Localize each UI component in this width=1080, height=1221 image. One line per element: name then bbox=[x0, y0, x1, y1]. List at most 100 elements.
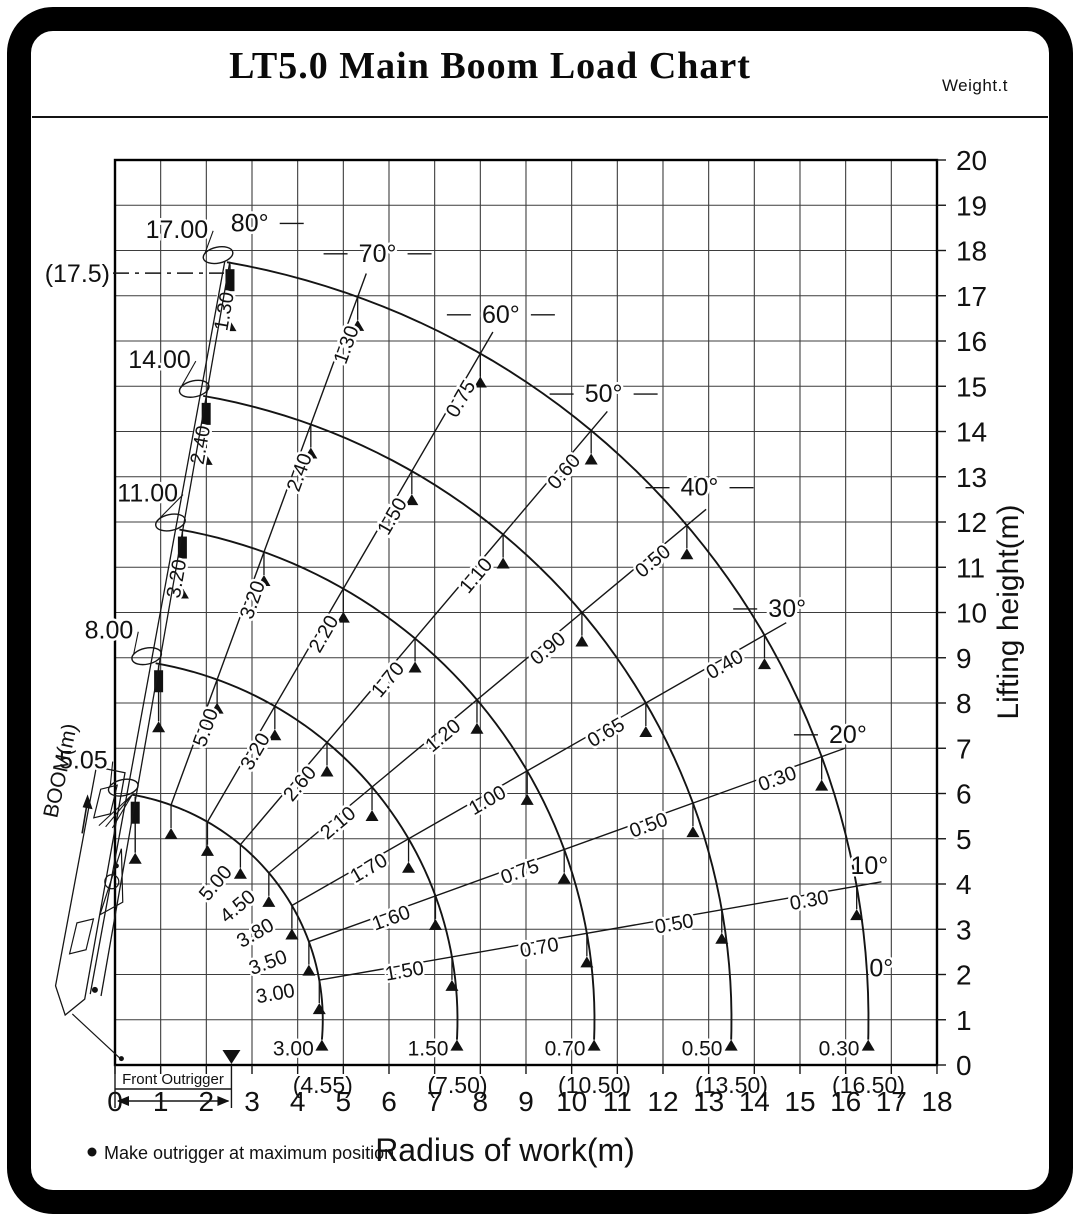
x-tick-label: 16 bbox=[830, 1086, 861, 1117]
load-point-marker bbox=[257, 575, 271, 587]
load-point-marker bbox=[351, 319, 365, 331]
load-point-marker bbox=[408, 661, 422, 673]
gusset-plate bbox=[98, 848, 124, 917]
arc-end-marker bbox=[450, 1039, 464, 1051]
boom-angle-radial bbox=[268, 508, 707, 874]
boom-head bbox=[154, 513, 186, 532]
y-tick-label: 0 bbox=[956, 1050, 972, 1081]
load-point-marker bbox=[405, 494, 419, 506]
outrigger-position-marker bbox=[222, 1050, 241, 1064]
x-tick-label: 10 bbox=[556, 1086, 587, 1117]
load-value-label: 0.30 bbox=[819, 1038, 860, 1061]
boom-angle-radial bbox=[170, 273, 367, 806]
hook-block bbox=[154, 670, 164, 693]
load-point-marker bbox=[575, 635, 589, 647]
base-foot-dot bbox=[118, 1056, 124, 1062]
load-point-marker bbox=[428, 918, 442, 930]
x-tick-label: 5 bbox=[336, 1086, 352, 1117]
boom-label-leader bbox=[133, 631, 139, 655]
y-tick-label: 20 bbox=[956, 145, 987, 176]
boom-outline bbox=[89, 261, 226, 995]
x-tick-label: 9 bbox=[518, 1086, 534, 1117]
boom-angle-radial bbox=[291, 622, 787, 907]
boom-length-arc bbox=[203, 394, 733, 1040]
gusset-pin bbox=[113, 863, 119, 869]
load-value-label: 0.65 bbox=[584, 714, 629, 753]
load-value-label: 0.30 bbox=[755, 762, 799, 796]
load-point-marker bbox=[302, 964, 316, 976]
x-axis-title: Radius of work(m) bbox=[375, 1132, 635, 1168]
x-tick-label: 4 bbox=[290, 1086, 306, 1117]
hook-marker bbox=[199, 453, 213, 465]
load-point-marker bbox=[496, 557, 510, 569]
base-cutout bbox=[92, 784, 119, 819]
boom-length-arc bbox=[179, 528, 596, 1040]
hook-marker bbox=[128, 852, 142, 864]
load-value-label: 0.70 bbox=[518, 934, 560, 962]
y-tick-label: 9 bbox=[956, 643, 972, 674]
boom-length-label: 14.00 bbox=[128, 346, 191, 374]
load-point-marker bbox=[584, 453, 598, 465]
load-point-marker bbox=[402, 861, 416, 873]
load-point-marker bbox=[715, 932, 729, 944]
base-cutout bbox=[68, 918, 95, 955]
load-value-label: 1.70 bbox=[347, 849, 392, 888]
arc-end-marker bbox=[724, 1039, 738, 1051]
load-point-marker bbox=[757, 658, 771, 670]
y-tick-label: 16 bbox=[956, 326, 987, 357]
y-tick-label: 12 bbox=[956, 507, 987, 538]
load-value-label: 0.90 bbox=[526, 628, 570, 670]
boom-axis-arrowhead bbox=[82, 794, 93, 810]
arc-end-marker bbox=[315, 1039, 329, 1051]
load-value-label: 1.20 bbox=[421, 715, 465, 757]
boom-angle-label: 20° bbox=[829, 721, 867, 749]
arc-end-marker bbox=[587, 1039, 601, 1051]
load-value-label: 0.50 bbox=[627, 809, 671, 843]
boom-length-label: 17.00 bbox=[146, 216, 209, 244]
load-point-marker bbox=[686, 826, 700, 838]
load-value-label: 2.20 bbox=[305, 612, 344, 657]
title-divider bbox=[32, 116, 1048, 118]
outrigger-note: Make outrigger at maximum position bbox=[104, 1143, 394, 1163]
load-value-label: 1.30 bbox=[210, 290, 238, 332]
load-point-marker bbox=[200, 844, 214, 856]
load-point-marker bbox=[520, 793, 534, 805]
boom-angle-label: 60° bbox=[482, 301, 520, 329]
head-rope-line bbox=[111, 794, 133, 829]
max-height-label: (17.5) bbox=[45, 260, 110, 288]
load-value-label: 0.75 bbox=[442, 377, 481, 422]
load-value-label: 1.50 bbox=[373, 494, 412, 539]
hook-block bbox=[130, 801, 140, 824]
load-value-label: 3.80 bbox=[233, 914, 278, 953]
boom-angle-radial bbox=[239, 410, 608, 846]
head-rope-line bbox=[98, 794, 133, 827]
boom-angle-label: 70° bbox=[359, 240, 397, 268]
base-leg-line bbox=[71, 1013, 123, 1061]
x-tick-label: 14 bbox=[739, 1086, 770, 1117]
boom-angle-radial bbox=[319, 881, 882, 981]
y-tick-label: 11 bbox=[956, 552, 985, 583]
x-tick-label: 15 bbox=[784, 1086, 815, 1117]
y-tick-label: 18 bbox=[956, 236, 987, 267]
load-point-marker bbox=[850, 909, 864, 921]
load-value-label: 1.50 bbox=[383, 957, 425, 985]
load-point-marker bbox=[304, 447, 318, 459]
y-tick-label: 14 bbox=[956, 417, 987, 448]
load-point-marker bbox=[639, 726, 653, 737]
radius-at-zero-label: (7.50) bbox=[427, 1072, 487, 1098]
y-tick-label: 5 bbox=[956, 824, 972, 855]
load-point-marker bbox=[285, 928, 299, 940]
load-value-label: 2.60 bbox=[279, 762, 321, 806]
boom-label-leader bbox=[109, 761, 114, 786]
load-value-label: 1.30 bbox=[330, 323, 364, 367]
load-point-marker bbox=[164, 828, 178, 840]
load-point-marker bbox=[262, 895, 276, 907]
boom-length-label: 8.00 bbox=[85, 617, 134, 645]
load-value-label: 1.70 bbox=[367, 658, 409, 702]
y-tick-label: 10 bbox=[956, 598, 987, 629]
y-tick-label: 15 bbox=[956, 371, 987, 402]
x-tick-label: 18 bbox=[921, 1086, 952, 1117]
load-point-marker bbox=[268, 729, 282, 741]
x-tick-label: 7 bbox=[427, 1086, 443, 1117]
weight-unit-label: Weight.t bbox=[941, 76, 1008, 95]
